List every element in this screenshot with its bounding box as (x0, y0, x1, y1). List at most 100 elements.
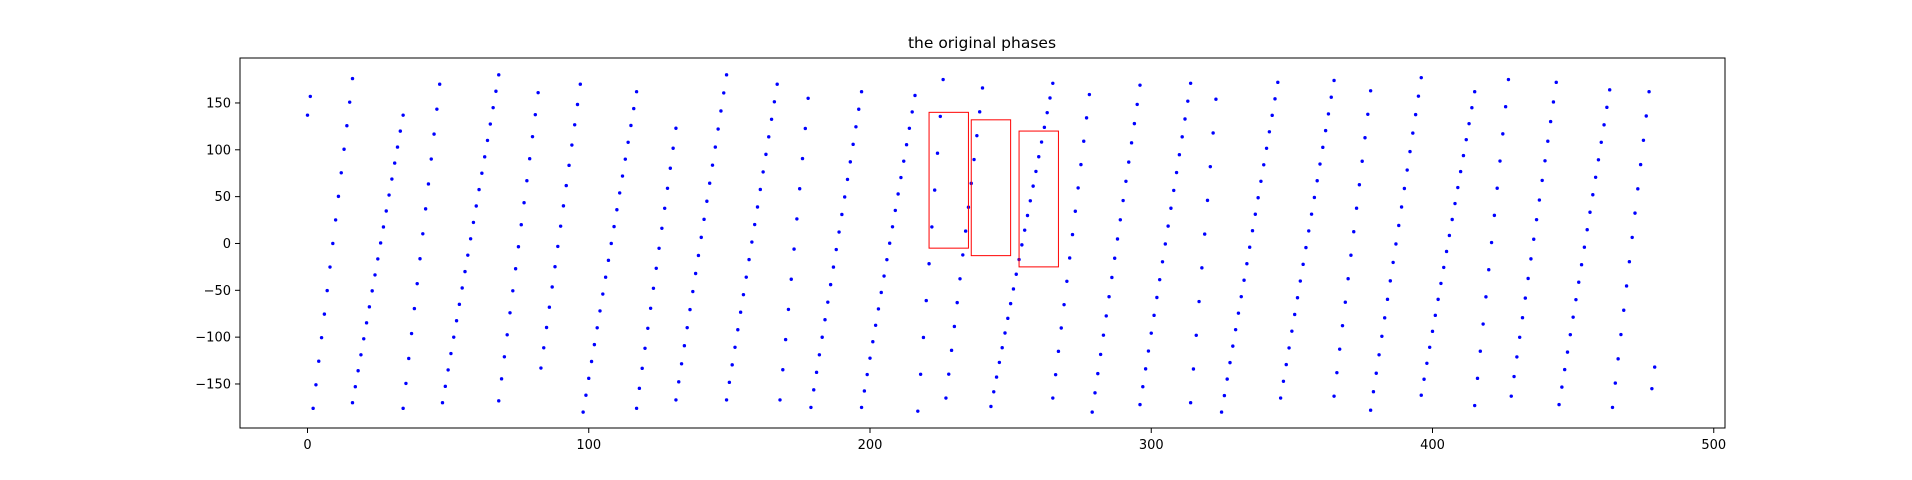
data-point (1343, 300, 1348, 304)
data-point (994, 375, 999, 379)
data-point (1397, 223, 1401, 228)
data-point (322, 312, 327, 316)
data-point (876, 307, 881, 311)
data-point (693, 271, 698, 276)
data-point (733, 345, 737, 349)
data-point (932, 188, 937, 192)
data-point (1551, 100, 1556, 104)
data-point (1034, 169, 1038, 174)
data-point (1425, 361, 1429, 365)
data-point (634, 90, 639, 94)
data-point (544, 325, 549, 330)
data-point (620, 174, 625, 178)
x-axis: 0 100 200 300 400 500 (303, 428, 1726, 453)
data-point (1287, 346, 1291, 350)
data-point (1048, 96, 1052, 100)
data-point (488, 122, 493, 126)
data-point (1259, 179, 1263, 183)
data-point (1205, 198, 1210, 203)
data-point (463, 269, 467, 274)
data-point (910, 110, 914, 114)
data-point (873, 323, 878, 328)
data-point (1346, 277, 1350, 281)
data-point (1208, 164, 1213, 169)
data-point (1262, 163, 1266, 167)
data-point (1605, 105, 1609, 110)
data-point (1239, 294, 1243, 299)
data-point (662, 206, 667, 210)
data-point (1450, 217, 1454, 222)
data-point (924, 298, 928, 303)
data-point (845, 177, 850, 182)
data-point (1554, 80, 1558, 85)
y-tick-label: 150 (206, 96, 231, 111)
data-point (921, 335, 926, 340)
data-point (1214, 97, 1218, 101)
data-point (1124, 179, 1128, 184)
data-point (1121, 198, 1125, 203)
data-point (1309, 212, 1314, 216)
data-point (1211, 131, 1215, 135)
data-point (741, 292, 746, 297)
data-point (1281, 379, 1286, 384)
highlight-box (1018, 130, 1059, 268)
data-point (707, 181, 712, 185)
data-point (1568, 332, 1573, 337)
data-point (1562, 367, 1567, 372)
data-point (589, 359, 594, 364)
data-point (674, 126, 678, 130)
data-point (634, 406, 639, 411)
data-point (581, 410, 585, 414)
data-point (426, 182, 431, 186)
data-point (1076, 186, 1080, 190)
data-point (1295, 296, 1300, 300)
data-point (1622, 308, 1626, 312)
data-point (1652, 365, 1657, 369)
data-point (842, 195, 847, 199)
y-axis: −150 −100 −50 0 50 100 150 (195, 96, 240, 392)
data-point (460, 286, 464, 290)
data-point (1582, 245, 1587, 249)
data-point (719, 109, 723, 113)
data-point (1335, 370, 1339, 375)
data-point (1498, 159, 1502, 163)
data-point (553, 264, 557, 269)
data-point (362, 337, 366, 341)
data-point (992, 390, 996, 394)
y-tick-label: −150 (195, 377, 231, 392)
data-point (1037, 155, 1041, 159)
data-point (809, 405, 813, 410)
data-point (1098, 352, 1103, 357)
data-point (952, 324, 957, 329)
data-point (1104, 314, 1108, 318)
data-point (305, 113, 310, 117)
data-point (1112, 256, 1117, 260)
data-point (1492, 213, 1497, 218)
data-point (997, 360, 1002, 365)
data-point (1456, 185, 1460, 190)
data-point (1644, 114, 1648, 118)
data-point (1087, 92, 1092, 97)
data-point (311, 406, 315, 411)
data-point (1430, 329, 1435, 334)
data-point (1560, 385, 1564, 389)
data-point (640, 366, 644, 371)
data-point (522, 201, 526, 205)
data-point (1411, 131, 1415, 135)
data-point (1458, 169, 1463, 174)
data-point (826, 300, 830, 304)
data-point (1284, 362, 1288, 367)
data-point (331, 241, 335, 246)
data-point (1194, 333, 1198, 337)
data-point (885, 257, 889, 262)
x-tick-label: 500 (1701, 438, 1726, 453)
data-point (1118, 218, 1123, 222)
data-point (989, 404, 993, 409)
data-point (1380, 334, 1384, 339)
data-point (1135, 102, 1139, 107)
data-point (536, 90, 540, 95)
data-point (387, 193, 391, 197)
data-point (401, 113, 405, 117)
data-point (308, 94, 313, 99)
data-point (1526, 276, 1530, 281)
